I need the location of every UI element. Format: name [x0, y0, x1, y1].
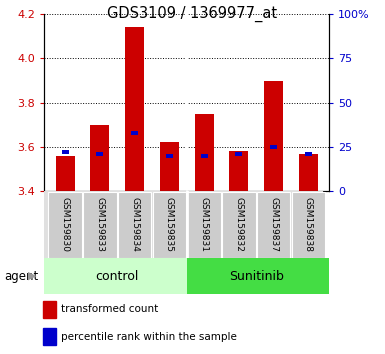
Bar — [270, 145, 277, 149]
Bar — [96, 152, 103, 156]
Text: GSM159831: GSM159831 — [199, 197, 209, 252]
Text: ▶: ▶ — [28, 271, 36, 281]
Bar — [125, 28, 144, 191]
Bar — [153, 192, 186, 258]
Bar — [49, 192, 82, 258]
Bar — [44, 258, 187, 294]
Bar — [118, 192, 151, 258]
Bar — [43, 301, 56, 318]
Text: GDS3109 / 1369977_at: GDS3109 / 1369977_at — [107, 5, 278, 22]
Bar — [55, 156, 75, 191]
Bar — [166, 154, 173, 158]
Bar — [131, 131, 138, 135]
Bar — [62, 150, 69, 154]
Bar — [201, 154, 208, 158]
Text: transformed count: transformed count — [60, 304, 158, 314]
Bar — [235, 152, 242, 156]
Bar — [257, 192, 290, 258]
Bar — [222, 192, 256, 258]
Text: control: control — [95, 270, 139, 282]
Text: agent: agent — [4, 270, 38, 282]
Bar — [160, 142, 179, 191]
Bar — [194, 114, 214, 191]
Text: GSM159830: GSM159830 — [60, 197, 70, 252]
Bar — [43, 328, 56, 345]
Bar — [187, 192, 221, 258]
Bar — [187, 258, 343, 294]
Text: percentile rank within the sample: percentile rank within the sample — [60, 332, 236, 342]
Bar — [305, 152, 312, 156]
Bar — [299, 154, 318, 191]
Text: Sunitinib: Sunitinib — [229, 270, 284, 282]
Text: GSM159837: GSM159837 — [269, 197, 278, 252]
Bar — [292, 192, 325, 258]
Text: GSM159838: GSM159838 — [304, 197, 313, 252]
Bar — [229, 151, 248, 191]
Text: GSM159834: GSM159834 — [130, 197, 139, 252]
Bar — [90, 125, 109, 191]
Text: GSM159833: GSM159833 — [95, 197, 104, 252]
Text: GSM159835: GSM159835 — [165, 197, 174, 252]
Bar — [83, 192, 117, 258]
Text: GSM159832: GSM159832 — [234, 197, 243, 252]
Bar — [264, 81, 283, 191]
